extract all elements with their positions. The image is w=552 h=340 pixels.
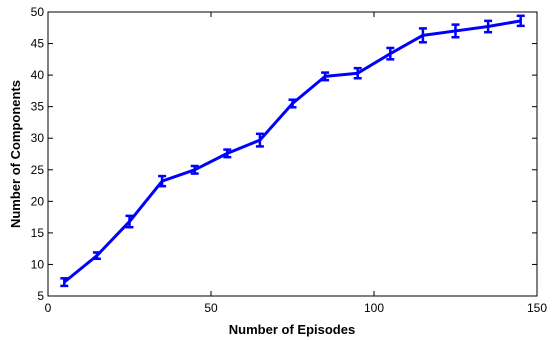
y-tick-label: 20 bbox=[31, 194, 45, 208]
y-tick-label: 50 bbox=[31, 5, 45, 19]
x-tick-label: 150 bbox=[527, 301, 547, 315]
y-tick-label: 25 bbox=[31, 163, 45, 177]
error-bar bbox=[158, 174, 167, 188]
x-tick-label: 100 bbox=[364, 301, 384, 315]
y-tick-label: 40 bbox=[31, 68, 45, 82]
series-layer bbox=[60, 14, 525, 288]
y-tick-label: 10 bbox=[31, 257, 45, 271]
series-group bbox=[60, 14, 525, 288]
error-bar bbox=[418, 27, 427, 44]
error-bar bbox=[353, 66, 362, 80]
y-tick-label: 35 bbox=[31, 100, 45, 114]
error-bar bbox=[516, 14, 525, 28]
error-bar bbox=[321, 71, 330, 82]
y-axis-label: Number of Components bbox=[8, 80, 23, 228]
y-tick-label: 15 bbox=[31, 226, 45, 240]
error-bar bbox=[255, 132, 264, 148]
error-bar bbox=[190, 164, 199, 175]
y-tick-label: 45 bbox=[31, 37, 45, 51]
error-bar bbox=[223, 148, 232, 159]
error-bar bbox=[60, 277, 69, 288]
axis-ticks: 0 50 100 150 5 10 15 20 25 30 35 40 45 50 bbox=[31, 5, 548, 315]
error-bar bbox=[451, 23, 460, 39]
error-bar bbox=[125, 214, 134, 229]
y-tick-label: 5 bbox=[37, 289, 44, 303]
plot-area bbox=[48, 12, 537, 296]
x-tick-label: 0 bbox=[45, 301, 52, 315]
error-bar bbox=[288, 98, 297, 109]
error-bar bbox=[386, 46, 395, 61]
error-bar bbox=[484, 19, 493, 34]
x-axis-label: Number of Episodes bbox=[229, 322, 355, 337]
x-tick-label: 50 bbox=[204, 301, 218, 315]
y-tick-label: 30 bbox=[31, 131, 45, 145]
error-bar bbox=[92, 251, 101, 261]
plot-frame bbox=[47, 11, 538, 297]
